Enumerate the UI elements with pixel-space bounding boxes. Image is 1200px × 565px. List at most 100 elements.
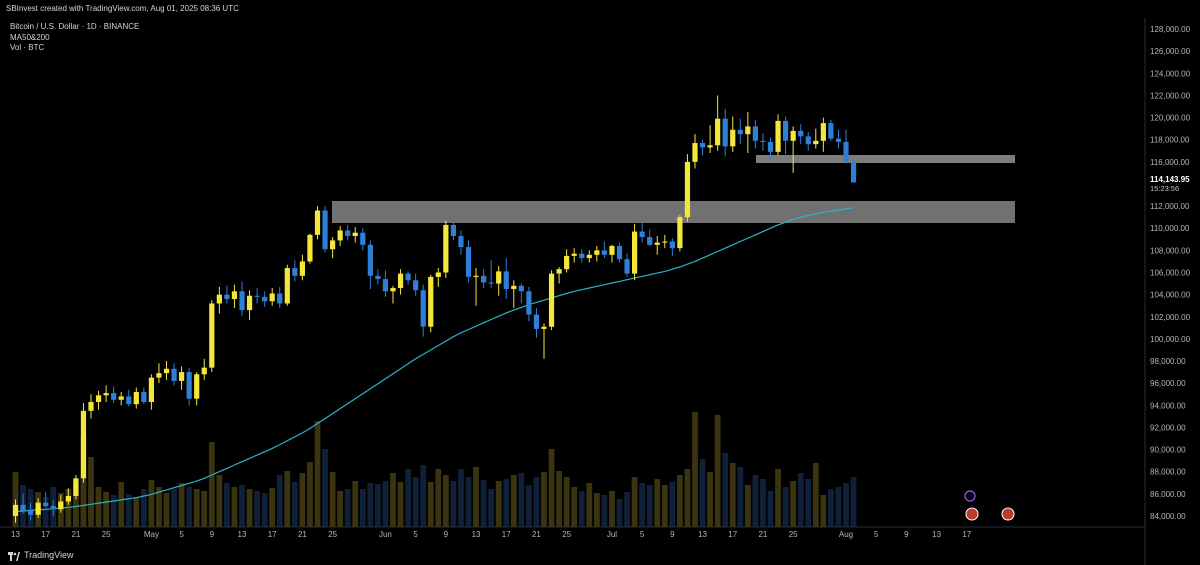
time-tick-label: 21 — [71, 530, 80, 539]
candle-body — [224, 294, 230, 300]
candle-body — [163, 368, 170, 374]
volume-bar — [171, 489, 177, 527]
volume-bar — [797, 473, 804, 527]
volume-bar — [344, 489, 351, 527]
candle-body — [541, 326, 547, 329]
candle-body — [216, 294, 222, 304]
volume-bar — [805, 479, 812, 527]
volume-bar — [216, 475, 223, 527]
candle-body — [579, 253, 585, 259]
candle-body — [465, 247, 472, 277]
time-tick-label: 13 — [472, 530, 481, 539]
price-tick-label: 128,000.00 — [1150, 25, 1191, 34]
symbol-label[interactable]: Bitcoin / U.S. Dollar · 1D · BINANCE — [10, 22, 140, 31]
us-flag-icon[interactable] — [965, 507, 979, 521]
price-tick-label: 100,000.00 — [1150, 335, 1191, 344]
volume-bar — [133, 497, 140, 527]
time-tick-label: 13 — [11, 530, 20, 539]
ma-line — [15, 207, 854, 513]
price-tick-label: 94,000.00 — [1150, 401, 1186, 410]
candle-body — [284, 268, 290, 304]
volume-bar — [329, 472, 336, 527]
volume-bar — [231, 487, 238, 527]
candle-body — [171, 368, 177, 381]
volume-bar — [488, 489, 495, 527]
price-tick-label: 88,000.00 — [1150, 468, 1186, 477]
candles — [12, 95, 857, 523]
candle-body — [767, 141, 774, 152]
time-tick-label: 5 — [874, 530, 879, 539]
price-tick-label: 126,000.00 — [1150, 47, 1191, 56]
price-tick-label: 116,000.00 — [1150, 158, 1190, 167]
us-flag-icon[interactable] — [1001, 507, 1015, 521]
volume-bar — [208, 442, 215, 527]
volume-bar — [450, 481, 457, 527]
volume-bar — [42, 497, 49, 527]
volume-bar — [148, 480, 155, 527]
time-tick-label: Jun — [379, 530, 392, 539]
candle-body — [654, 242, 660, 245]
volume-bar — [586, 483, 593, 527]
candle-body — [647, 237, 653, 245]
volume-bar — [526, 485, 532, 527]
volume-bar — [744, 485, 751, 527]
volume-bar — [669, 482, 676, 527]
price-tick-label: 102,000.00 — [1150, 313, 1191, 322]
candle-body — [322, 210, 328, 250]
volume-bar — [624, 492, 630, 527]
brand-name: TradingView — [24, 550, 74, 560]
volume-indicator-label[interactable]: Vol · BTC — [10, 43, 45, 52]
volume-bar — [541, 472, 547, 527]
volume-bar — [246, 489, 253, 527]
candle-body — [254, 295, 260, 297]
candle-body — [80, 410, 87, 479]
candle-body — [813, 140, 819, 145]
time-tick-label: 9 — [904, 530, 909, 539]
candle-body — [828, 123, 834, 139]
time-tick-label: 25 — [789, 530, 798, 539]
volume-bar — [654, 479, 661, 527]
candle-body — [843, 141, 849, 162]
candle-body — [352, 232, 358, 236]
candle-body — [103, 393, 109, 396]
candle-body — [307, 234, 313, 262]
volume-bar — [578, 491, 585, 527]
volume-bar — [193, 489, 200, 527]
candle-body — [262, 296, 268, 302]
last-price-label: 114,143.95 — [1150, 175, 1190, 184]
volume-bar — [812, 463, 819, 527]
time-tick-label: 17 — [962, 530, 971, 539]
time-tick-label: 17 — [728, 530, 737, 539]
price-tick-label: 120,000.00 — [1150, 114, 1191, 123]
ma-indicator-label[interactable]: MA50&200 — [10, 32, 50, 42]
chart-legend: Bitcoin / U.S. Dollar · 1D · BINANCE MA5… — [10, 22, 139, 54]
tradingview-brand[interactable]: TradingView — [8, 548, 74, 562]
candle-body — [571, 253, 577, 256]
candle-body — [639, 231, 645, 238]
candle-body — [835, 138, 842, 142]
price-tick-label: 86,000.00 — [1150, 490, 1186, 499]
volume-bar — [254, 491, 260, 527]
time-tick-label: 9 — [210, 530, 215, 539]
candle-body — [95, 395, 102, 402]
candle-body — [684, 161, 691, 218]
candle-body — [337, 230, 343, 241]
volume-bar — [790, 481, 797, 527]
candle-body — [503, 271, 509, 290]
candle-body — [382, 279, 389, 292]
time-axis[interactable]: 13 17 21 25 May 5 9 13 17 21 25 Jun 5 9 13 17 21 25 Jul 5 9 1… — [11, 530, 972, 539]
volume-bar — [677, 475, 683, 527]
candle-body — [88, 401, 94, 411]
price-axis[interactable]: 84,000.00 86,000.00 88,000.00 90,000.00 92,0… — [1150, 25, 1191, 521]
time-tick-label: 21 — [532, 530, 541, 539]
candle-body — [148, 377, 154, 402]
candle-body — [390, 287, 396, 292]
volume-bar — [442, 475, 449, 527]
volume-bar — [828, 489, 834, 527]
price-tick-label: 90,000.00 — [1150, 446, 1186, 455]
volume-bar — [601, 495, 608, 527]
volume-bar — [609, 491, 615, 527]
event-icon[interactable] — [964, 490, 976, 502]
candle-body — [775, 120, 781, 152]
